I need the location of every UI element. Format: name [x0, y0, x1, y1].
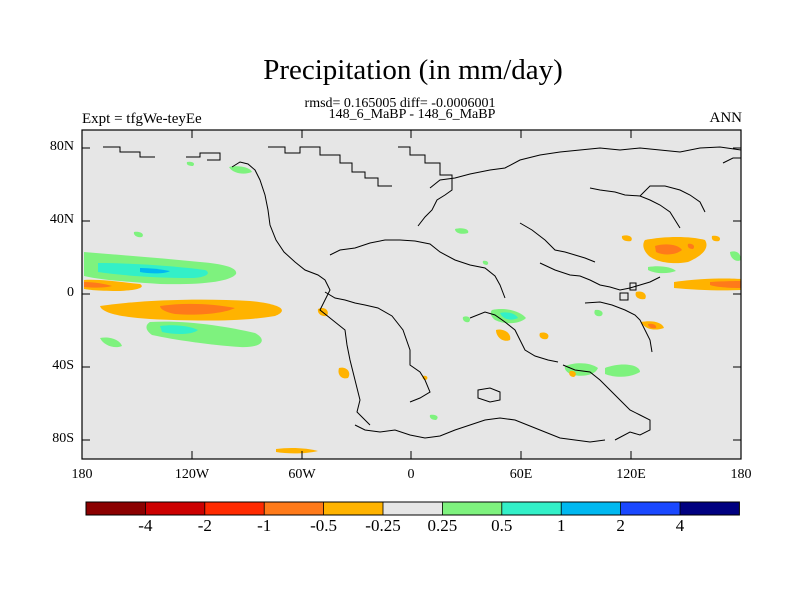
negative-patch-indian-ocean [539, 332, 549, 340]
small-positive-patch-arctic [186, 161, 195, 166]
small-negative-patch-south-indian [569, 370, 576, 377]
colorbar-swatch [442, 502, 502, 515]
stats-line: rmsd= 0.165005 diff= -0.0006001 [304, 96, 496, 111]
positive-patch-south-indian-east [605, 364, 640, 377]
negative-patch-maritime-continent [635, 291, 646, 300]
coastline-antarctica [354, 417, 606, 443]
small-positive-patch-sw-pacific [100, 337, 122, 348]
colorbar-swatch [501, 502, 562, 515]
coastline-americas-atlantic-side [231, 161, 371, 426]
colorbar-swatch [561, 502, 621, 515]
colorbar-label: -2 [197, 516, 212, 535]
small-strong-negative-patch-swp [648, 323, 657, 329]
stronger-negative-northwest-pacific [655, 244, 682, 255]
small-negative-patch-east-asia [621, 235, 632, 242]
precip-anomaly-fields [84, 161, 741, 454]
colorbar-label: 0.25 [427, 516, 458, 535]
lon-tick-label: 60E [509, 467, 533, 482]
strong-positive-patch-east-africa [500, 312, 518, 320]
coastline-island-a [629, 282, 637, 291]
map-background [82, 130, 741, 459]
positive-patch-east-edge [730, 251, 741, 261]
very-strong-positive-core [140, 268, 170, 274]
coastline-africa-north [329, 239, 506, 299]
colorbar-swatch [383, 502, 443, 515]
lon-tick-label: 0 [407, 467, 415, 482]
coastline-indonesia [584, 301, 653, 353]
coastline-africa-south [469, 311, 559, 363]
colorbar-swatch [204, 502, 265, 515]
stronger-negative-core-equator-west [84, 282, 112, 288]
lat-tick-label: 40N [49, 212, 74, 227]
lon-tick-label: 120W [174, 467, 210, 482]
negative-anomaly-band-equator-west [84, 279, 142, 291]
axis-ticks [81, 130, 742, 459]
coastlines [103, 146, 742, 443]
stronger-negative-core-south-pacific [160, 303, 235, 315]
coastline-south-america-east [324, 291, 431, 403]
colorbar-label: 2 [616, 516, 625, 535]
page-title: Precipitation (in mm/day) [263, 54, 563, 86]
lon-tick-label: 60W [288, 467, 316, 482]
colorbar-label: -4 [138, 516, 153, 535]
small-strong-negative-patch [687, 243, 695, 249]
experiment-label: Expt = tfgWe-teyEe [82, 111, 202, 127]
colorbar-frame [85, 501, 740, 516]
season-label: ANN [709, 110, 743, 126]
colorbar-label: 1 [556, 516, 566, 535]
positive-patch-mediterranean [455, 228, 469, 234]
negative-patch-antarctic-coast [276, 447, 318, 454]
coastline-southern-island [477, 387, 501, 403]
colorbar-swatch [323, 502, 383, 515]
strong-positive-south-pacific [160, 325, 198, 335]
lat-tick-label: 0 [67, 285, 74, 300]
coastline-north-america-arctic [268, 146, 392, 187]
coastline-east-asia [589, 187, 681, 229]
positive-patch-north-atlantic [229, 166, 252, 174]
positive-patch-indian-ocean [594, 309, 603, 317]
lon-tick-label: 180 [71, 467, 93, 482]
colorbar-swatch [145, 502, 205, 515]
coastline-arctic-islands [186, 152, 221, 161]
lon-tick-label: 180 [730, 467, 752, 482]
coastline-australia-antarctic [562, 364, 651, 441]
colorbar-swatch [620, 502, 680, 515]
lat-tick-label: 80N [49, 139, 74, 154]
colorbar-label: -0.5 [310, 516, 338, 535]
colorbar-label: 4 [675, 516, 685, 535]
colorbar-label: -1 [257, 516, 272, 535]
coastline-south-asia [539, 262, 661, 291]
coastline-arctic-alaska [103, 146, 155, 158]
coastline-northeast-asia [722, 157, 741, 164]
case-line: 148_6_MaBP - 148_6_MaBP [328, 107, 496, 122]
small-positive-patch-north-africa [482, 260, 489, 265]
colorbar-label: -0.25 [365, 516, 401, 535]
lat-tick-label: 80S [52, 431, 74, 446]
negative-patch-south-atlantic [338, 367, 350, 379]
small-negative-patch-pacific [711, 235, 721, 242]
colorbar-swatch [264, 502, 324, 515]
coastline-island-b [619, 292, 629, 301]
colorbar-swatch [680, 502, 740, 515]
positive-patch-west-pacific [648, 266, 676, 274]
coastline-europe [398, 146, 453, 227]
coastline-middle-east [519, 222, 596, 263]
coastline-kamchatka [639, 185, 706, 213]
colorbar [85, 501, 740, 516]
stronger-negative-core-equator-east [710, 281, 741, 288]
colorbar-label: 0.5 [491, 516, 513, 535]
coastline-eurasia-arctic [429, 146, 742, 189]
negative-patch-madagascar [496, 329, 511, 341]
small-positive-patch-north [133, 231, 143, 238]
small-positive-patch-africa [462, 316, 471, 323]
colorbar-swatch [86, 502, 146, 515]
lat-tick-label: 40S [52, 358, 74, 373]
small-positive-patch-southern-ocean [429, 414, 438, 420]
lon-tick-label: 120E [616, 467, 646, 482]
